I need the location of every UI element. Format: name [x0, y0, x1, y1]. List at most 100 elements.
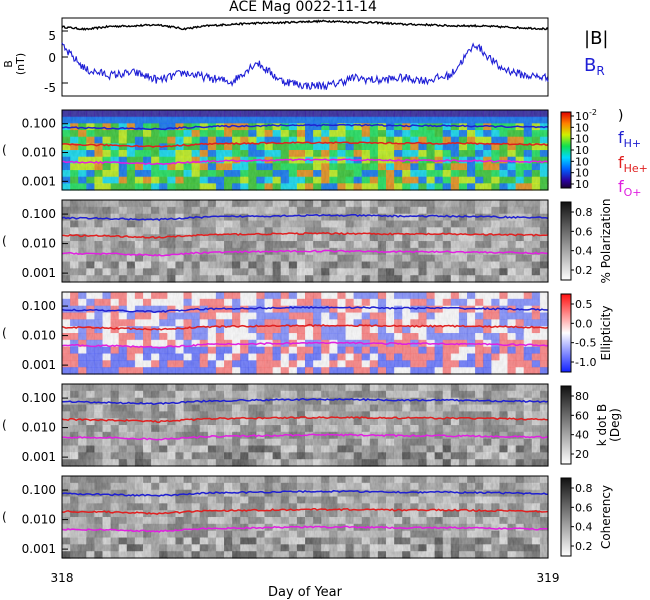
polarization-colorbar-label: 0.2	[575, 264, 593, 277]
coherency-colorbar-label: 0.2	[575, 540, 593, 553]
coherency-colorbar-label: 0.8	[575, 482, 593, 495]
kdotb-ylabel-fragment: (	[2, 418, 7, 432]
mag-plot-frame	[61, 17, 549, 97]
legend-f-h: fH+	[618, 128, 641, 150]
power-colorbar	[560, 111, 572, 189]
polarization-plot-frame	[61, 199, 549, 283]
kdotb-colorbar-title: k dot B	[595, 404, 609, 446]
power-colorbar-label: 10	[575, 167, 589, 180]
mag-panel: 5 0 -5 B (nT) |B| BR	[2, 17, 608, 97]
legend-mag-total: |B|	[584, 28, 608, 49]
ellipticity-line-fOplus	[61, 341, 549, 349]
panel-coherency: 0.100 0.010 0.001 (0.8 0.6 0.4 0.2 Coherency	[2, 475, 613, 559]
power-colorbar-label: 10	[575, 133, 589, 146]
kdotb-ytick-label: 0.010	[22, 421, 56, 435]
kdotb-colorbar-label: 80	[575, 390, 589, 403]
ellipticity-ylabel-fragment: (	[2, 326, 7, 340]
ellipticity-line-fHeplus	[61, 324, 549, 331]
mag-ylabel-b: B	[2, 60, 15, 68]
polarization-spectrogram-grain	[62, 200, 548, 282]
kdotb-ytick-label: 0.100	[22, 391, 56, 405]
kdotb-ytick-label: 0.001	[22, 450, 56, 464]
coherency-ylabel-fragment: (	[2, 510, 7, 524]
polarization-line-fHplus	[61, 213, 549, 222]
power-plot-frame	[61, 109, 549, 191]
power-colorbar-label: 10	[575, 121, 589, 134]
mag-tick-5: 5	[48, 29, 56, 43]
polarization-colorbar-label: 0.6	[575, 225, 593, 238]
polarization-line-fHeplus	[62, 232, 549, 240]
polarization-colorbar-label: 0.8	[575, 206, 593, 219]
x-tick-start: 318	[51, 571, 74, 585]
ellipticity-ytick-label: 0.010	[22, 329, 56, 343]
coherency-line-fOplus	[61, 525, 549, 533]
power-line-fOplus	[62, 158, 549, 166]
panel-kdotb: 0.100 0.010 0.001 (80 60 40 20 k dot B (Deg)	[2, 383, 622, 467]
power-ylabel-fragment: (	[2, 143, 7, 157]
coherency-colorbar-label: 0.6	[575, 501, 593, 514]
polarization-ytick-label: 0.100	[22, 207, 56, 221]
coherency-colorbar-label: 0.4	[575, 521, 593, 534]
spectral-panels: 0.1000.0100.001(10-2101010101010)0.1000.…	[2, 108, 623, 559]
mag-total-line	[61, 19, 549, 31]
polarization-colorbar-title: % Polarization	[599, 199, 613, 284]
kdotb-colorbar-label: 40	[575, 429, 589, 442]
panel-polarization: 0.100 0.010 0.001 (0.8 0.6 0.4 0.2 % Polarizati…	[2, 199, 613, 284]
power-ytick-label: 0.001	[22, 174, 56, 188]
polarization-colorbar	[560, 201, 572, 281]
ellipticity-colorbar-label: -0.5	[575, 337, 596, 350]
kdotb-colorbar-unit: (Deg)	[608, 408, 622, 442]
chart-title: ACE Mag 0022-11-14	[229, 0, 377, 15]
coherency-plot-frame	[61, 475, 549, 559]
ellipticity-line-fHplus	[61, 305, 549, 313]
coherency-colorbar-title: Coherency	[599, 485, 613, 549]
ellipticity-colorbar-title: Ellipticity	[599, 306, 613, 361]
mag-tick-0: 0	[48, 51, 56, 65]
coherency-colorbar	[560, 477, 572, 557]
mag-tick-minus5: -5	[44, 81, 56, 95]
polarization-line-fOplus	[61, 249, 548, 257]
polarization-ytick-label: 0.010	[22, 237, 56, 251]
ellipticity-ytick-label: 0.100	[22, 299, 56, 313]
kdotb-plot-frame	[61, 383, 549, 467]
x-tick-end: 319	[537, 571, 560, 585]
power-colorbar-label: 10	[575, 178, 589, 191]
ellipticity-spectrogram-grain	[62, 292, 548, 374]
coherency-line-fHeplus	[61, 508, 549, 516]
kdotb-colorbar-label: 20	[575, 448, 589, 461]
legend-mag-br: BR	[584, 55, 605, 78]
ellipticity-colorbar-label: -1.0	[575, 356, 596, 369]
kdotb-line-fHplus	[62, 397, 549, 405]
legend-f-o: fO+	[618, 177, 642, 199]
coherency-line-fHplus	[61, 489, 548, 497]
legend-f-he: fHe+	[618, 153, 648, 175]
polarization-colorbar-label: 0.4	[575, 245, 593, 258]
x-axis-label: Day of Year	[268, 585, 343, 600]
power-colorbar-label: 10	[575, 144, 589, 157]
power-line-fHplus	[61, 123, 549, 131]
ellipticity-colorbar	[560, 293, 572, 373]
kdotb-line-fOplus	[61, 433, 549, 441]
coherency-ytick-label: 0.100	[22, 483, 56, 497]
mag-br-line	[61, 42, 549, 91]
coherency-ytick-label: 0.001	[22, 542, 56, 556]
freq-legend: fH+ fHe+ fO+	[618, 128, 648, 199]
ellipticity-colorbar-label: 0.5	[575, 298, 593, 311]
kdotb-colorbar-label: 60	[575, 409, 589, 422]
ellipticity-ytick-label: 0.001	[22, 358, 56, 372]
mag-ylabel-unit: (nT)	[14, 53, 27, 75]
power-ytick-label: 0.100	[22, 117, 56, 131]
ellipticity-plot-frame	[61, 291, 549, 375]
kdotb-spectrogram-grain	[62, 384, 548, 466]
kdotb-line-fHeplus	[61, 416, 549, 424]
panel-ellipticity: 0.100 0.010 0.001 (0.5 0.0 -0.5 -1.0Ellipticit…	[2, 291, 613, 375]
power-spectrogram-grain	[62, 110, 548, 190]
power-colorbar-label: 10	[575, 155, 589, 168]
coherency-spectrogram-grain	[62, 476, 548, 558]
mag-axis-ticks	[62, 30, 68, 84]
polarization-ylabel-fragment: (	[2, 234, 7, 248]
polarization-ytick-label: 0.001	[22, 266, 56, 280]
ellipticity-colorbar-label: 0.0	[575, 317, 593, 330]
coherency-ytick-label: 0.010	[22, 513, 56, 527]
